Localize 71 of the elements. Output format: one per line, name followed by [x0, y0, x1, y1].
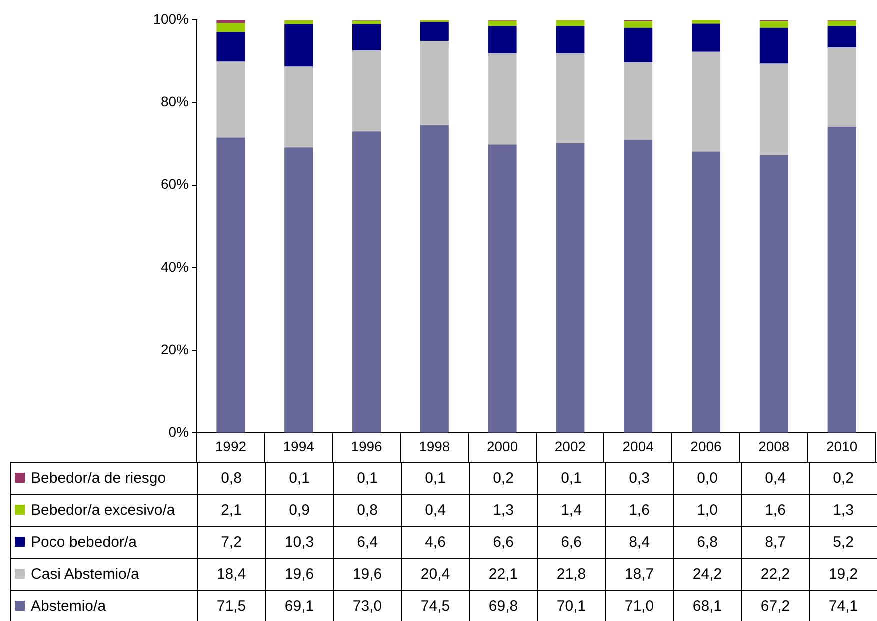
data-label: 1,6 — [606, 494, 674, 526]
data-label: 0,9 — [266, 494, 334, 526]
data-label: 71,5 — [198, 590, 266, 621]
legend-label: Abstemio/a — [31, 598, 106, 615]
data-label: 74,1 — [810, 590, 877, 621]
data-label: 24,2 — [674, 558, 742, 590]
x-tick-label: 2002 — [554, 438, 586, 454]
data-label: 22,2 — [742, 558, 810, 590]
data-label: 2,1 — [198, 494, 266, 526]
data-label: 1,3 — [470, 494, 538, 526]
y-tick-label: 40% — [160, 258, 189, 275]
data-label: 5,2 — [810, 526, 877, 558]
y-tick-label: 60% — [160, 176, 189, 192]
data-label: 0,4 — [742, 462, 810, 494]
data-label: 69,1 — [266, 590, 334, 621]
data-label: 68,1 — [674, 590, 742, 621]
data-label: 0,1 — [334, 462, 402, 494]
data-label: 18,4 — [198, 558, 266, 590]
data-label: 71,0 — [606, 590, 674, 621]
data-label: 0,1 — [402, 462, 470, 494]
data-label: 0,1 — [266, 462, 334, 494]
data-label: 0,1 — [538, 462, 606, 494]
data-label: 0,8 — [334, 494, 402, 526]
data-label: 8,7 — [742, 526, 810, 558]
data-label: 18,7 — [606, 558, 674, 590]
data-label: 19,2 — [810, 558, 877, 590]
data-label: 4,6 — [402, 526, 470, 558]
data-label: 1,0 — [674, 494, 742, 526]
y-tick-label: 100% — [153, 10, 189, 27]
data-label: 67,2 — [742, 590, 810, 621]
y-tick-label: 0% — [168, 424, 189, 440]
data-label: 0,2 — [470, 462, 538, 494]
data-label: 0,3 — [606, 462, 674, 494]
data-label: 8,4 — [606, 526, 674, 558]
x-tick-label: 2008 — [758, 438, 790, 454]
data-label: 6,6 — [470, 526, 538, 558]
data-label: 7,2 — [198, 526, 266, 558]
data-label: 74,5 — [402, 590, 470, 621]
x-tick-label: 2004 — [622, 438, 654, 454]
y-tick-label: 20% — [160, 341, 189, 358]
legend-label: Poco bebedor/a — [31, 534, 137, 551]
y-tick-label: 80% — [160, 94, 189, 110]
data-label: 19,6 — [266, 558, 334, 590]
data-label: 19,6 — [334, 558, 402, 590]
legend-label: Casi Abstemio/a — [31, 566, 140, 583]
data-label: 70,1 — [538, 590, 606, 621]
data-label: 6,8 — [674, 526, 742, 558]
data-label: 1,6 — [742, 494, 810, 526]
x-tick-label: 2006 — [690, 438, 722, 454]
data-label: 0,8 — [198, 462, 266, 494]
legend-label: Bebedor/a de riesgo — [31, 470, 166, 487]
x-tick-label: 2010 — [826, 438, 858, 454]
data-label: 1,3 — [810, 494, 877, 526]
x-tick-label: 1998 — [419, 438, 450, 454]
data-label: 1,4 — [538, 494, 606, 526]
data-label: 21,8 — [538, 558, 606, 590]
legend-label: Bebedor/a excesivo/a — [31, 502, 176, 519]
data-label: 22,1 — [470, 558, 538, 590]
data-label: 20,4 — [402, 558, 470, 590]
data-label: 69,8 — [470, 590, 538, 621]
x-tick-label: 2000 — [486, 438, 518, 454]
data-label: 0,4 — [402, 494, 470, 526]
data-label: 6,4 — [334, 526, 402, 558]
x-tick-label: 1992 — [215, 438, 247, 454]
x-tick-label: 1994 — [283, 438, 315, 454]
data-label: 73,0 — [334, 590, 402, 621]
data-label: 0,2 — [810, 462, 877, 494]
data-label: 0,0 — [674, 462, 742, 494]
data-label: 6,6 — [538, 526, 606, 558]
x-tick-label: 1996 — [351, 438, 383, 454]
data-label: 10,3 — [266, 526, 334, 558]
